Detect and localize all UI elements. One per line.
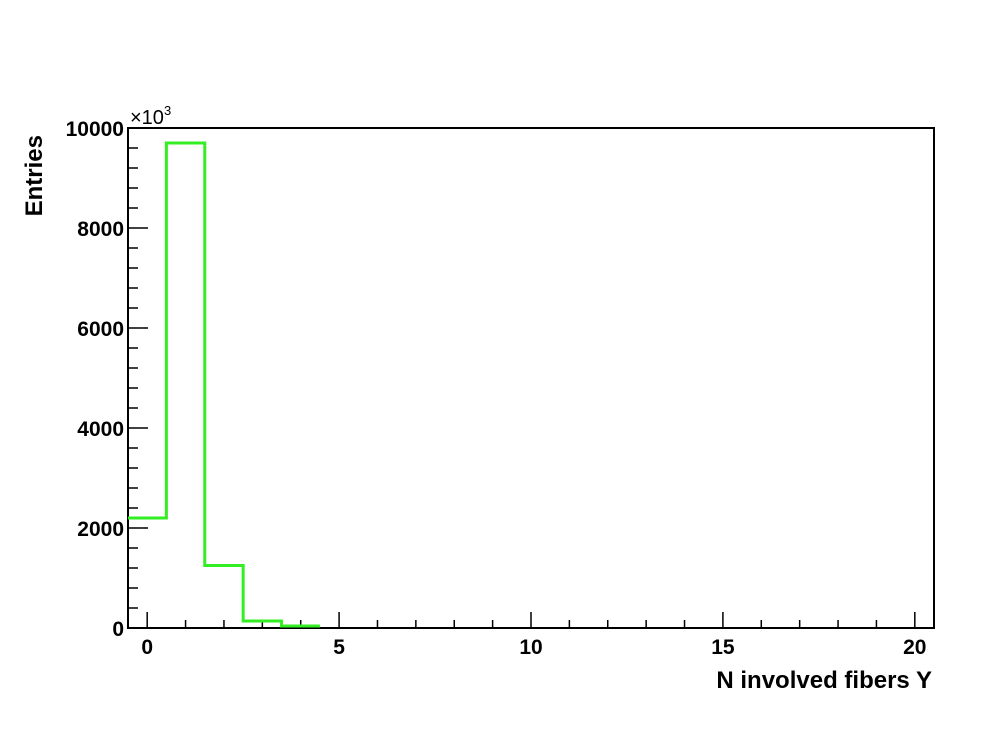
histogram-series-line (128, 141, 320, 628)
y-multiplier-exponent: 3 (164, 103, 171, 118)
y-tick-label: 4000 (77, 418, 124, 441)
y-axis-title: Entries (21, 135, 48, 216)
y-tick-label: 2000 (77, 518, 124, 541)
axis-ticks (128, 127, 916, 629)
x-tick-label: 15 (711, 636, 735, 659)
x-tick-label: 10 (519, 636, 542, 659)
tick-labels: 0 5 10 15 20 0 2000 4000 6000 8000 10000 (66, 118, 927, 659)
y-tick-label: 0 (112, 618, 124, 641)
y-tick-label: 8000 (77, 218, 124, 241)
x-axis-title: N involved fibers Y (716, 667, 932, 694)
x-tick-label: 20 (903, 636, 926, 659)
x-tick-label: 5 (333, 636, 345, 659)
y-multiplier-base: ×10 (130, 107, 164, 129)
x-tick-label: 0 (141, 636, 153, 659)
plot-frame (127, 127, 935, 629)
y-tick-label: 6000 (77, 318, 124, 341)
y-tick-label: 10000 (66, 118, 124, 141)
y-multiplier: ×103 (130, 103, 171, 129)
